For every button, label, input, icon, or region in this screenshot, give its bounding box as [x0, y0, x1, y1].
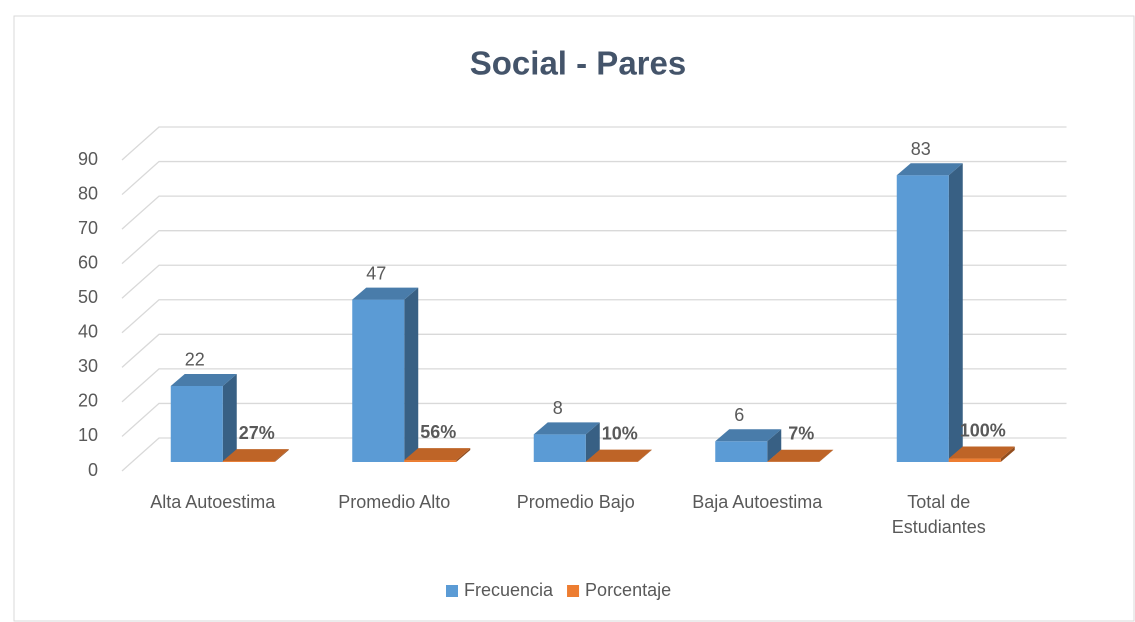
- grid-line: [121, 160, 1067, 196]
- y-tick-label: 50: [78, 287, 98, 307]
- data-label: 22: [185, 350, 205, 370]
- legend-label: Frecuencia: [464, 580, 554, 600]
- grid-line: [121, 126, 1067, 161]
- bar-front: [948, 458, 1001, 462]
- bar-top: [715, 429, 782, 442]
- y-tick-label: 20: [78, 391, 98, 411]
- grid-line: [121, 333, 1067, 368]
- bar: [533, 422, 600, 462]
- bar-side: [819, 449, 834, 462]
- legend-label: Porcentaje: [585, 580, 671, 600]
- bar: [170, 373, 237, 462]
- bar-top: [948, 446, 1015, 459]
- x-tick-label: Total de Estudiantes: [891, 492, 986, 537]
- bar: [948, 446, 1015, 462]
- y-tick-label: 10: [78, 425, 98, 445]
- legend-swatch: [446, 585, 458, 597]
- data-label: 83: [911, 139, 931, 159]
- x-tick-label: Alta Autoestima: [150, 492, 276, 512]
- bar-front: [222, 461, 275, 462]
- grid-line: [121, 368, 1067, 403]
- bar-top: [352, 287, 419, 300]
- y-tick-label: 90: [78, 149, 98, 169]
- x-tick-label: Baja Autoestima: [692, 492, 823, 512]
- y-tick-label: 40: [78, 322, 98, 342]
- bar-side: [585, 422, 600, 462]
- data-label: 100%: [960, 420, 1006, 440]
- data-label: 6: [734, 405, 744, 425]
- data-label: 8: [553, 398, 563, 418]
- bar-top: [767, 449, 834, 462]
- bar-front: [896, 175, 949, 462]
- bar-side: [1000, 446, 1015, 462]
- bar-side: [274, 449, 289, 462]
- bar-side: [456, 448, 471, 462]
- bar-top: [170, 373, 237, 386]
- bar-side: [404, 287, 419, 462]
- y-tick-label: 0: [88, 460, 98, 480]
- legend-swatch: [567, 585, 580, 597]
- bar-front: [404, 460, 457, 462]
- data-label: 47: [366, 263, 386, 283]
- grid-line: [121, 195, 1067, 230]
- bar: [715, 429, 782, 462]
- bar-top: [896, 163, 963, 176]
- data-label: 27%: [239, 423, 275, 443]
- chart-title: Social - Pares: [470, 45, 686, 82]
- bar: [352, 287, 419, 462]
- x-tick-label: Promedio Bajo: [516, 492, 635, 512]
- bar-top: [222, 449, 289, 462]
- bar: [896, 163, 963, 462]
- grid-line: [121, 230, 1067, 265]
- data-label: 7%: [788, 424, 814, 444]
- bar-front: [352, 299, 405, 462]
- data-label: 10%: [602, 423, 638, 443]
- bar-side: [222, 373, 237, 462]
- grid-line: [121, 264, 1067, 299]
- bar-top: [533, 422, 600, 435]
- bar: [585, 449, 652, 462]
- bar-side: [948, 163, 963, 462]
- bar: [404, 448, 471, 462]
- bar: [222, 449, 289, 462]
- bar-front: [715, 441, 768, 462]
- y-tick-label: 60: [78, 252, 98, 272]
- bar-top: [404, 448, 471, 461]
- bar-side: [767, 429, 782, 462]
- y-tick-label: 80: [78, 183, 98, 203]
- data-label: 56%: [420, 422, 456, 442]
- y-tick-label: 70: [78, 218, 98, 238]
- bar-side: [637, 449, 652, 462]
- bar: [767, 449, 834, 462]
- bar-top: [585, 449, 652, 462]
- x-tick-label: Promedio Alto: [338, 492, 451, 512]
- y-tick-label: 30: [78, 356, 98, 376]
- bar-front: [533, 434, 586, 462]
- bar-front: [170, 385, 223, 462]
- grid-line: [121, 402, 1067, 437]
- chart-border: [13, 15, 1135, 622]
- grid-line: [121, 299, 1067, 334]
